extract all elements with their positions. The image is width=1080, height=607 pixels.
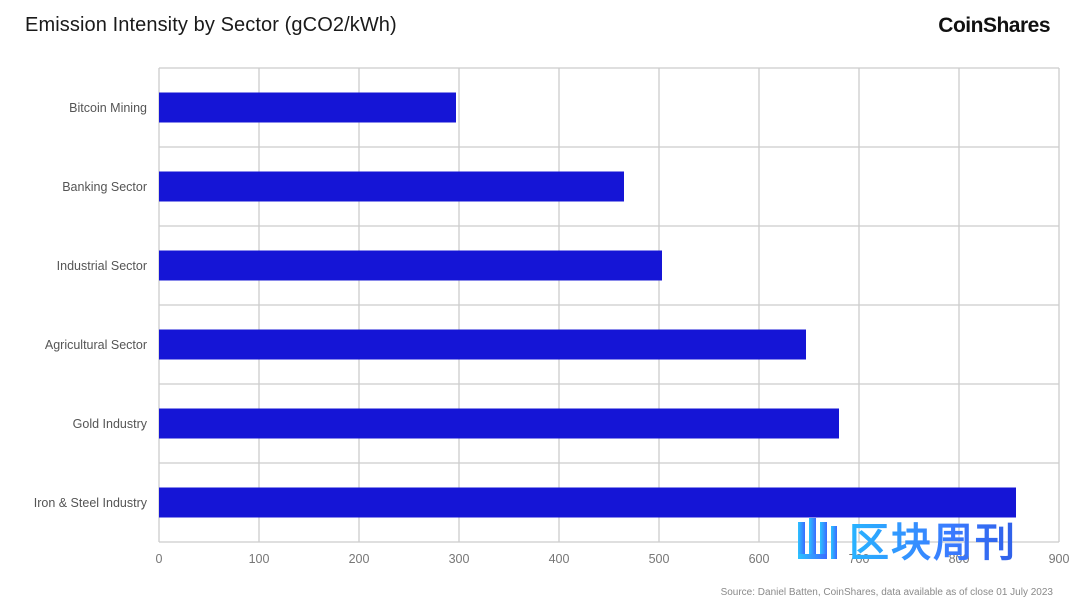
watermark: 区块周刊 (795, 510, 1017, 568)
label-layer: 0 100 200 300 400 500 600 700 800 900 Bitcoin Mini… (34, 101, 1070, 566)
category-label: Agricultural Sector (45, 338, 147, 352)
category-label: Iron & Steel Industry (34, 496, 148, 510)
category-label: Gold Industry (73, 417, 148, 431)
x-tick-label: 800 (949, 552, 970, 566)
bar-iron-steel-industry (159, 487, 1016, 518)
x-tick-label: 900 (1049, 552, 1070, 566)
x-tick-label: 200 (349, 552, 370, 566)
bar-gold-industry (159, 408, 839, 439)
x-tick-label: 400 (549, 552, 570, 566)
bar-agricultural-sector (159, 329, 806, 360)
x-tick-label: 100 (249, 552, 270, 566)
x-tick-label: 500 (649, 552, 670, 566)
watermark-logo-icon (798, 518, 837, 559)
category-label: Bitcoin Mining (69, 101, 147, 115)
x-tick-label: 300 (449, 552, 470, 566)
category-label: Banking Sector (62, 180, 147, 194)
bar-banking-sector (159, 171, 624, 202)
brand-logo: CoinShares (938, 14, 1050, 37)
category-label: Industrial Sector (57, 259, 147, 273)
bar-industrial-sector (159, 250, 662, 281)
chart-title: Emission Intensity by Sector (gCO2/kWh) (25, 14, 397, 36)
grid-layer (158, 67, 1060, 543)
source-note: Source: Daniel Batten, CoinShares, data … (720, 587, 1053, 598)
bar-layer (159, 92, 1016, 518)
bar-bitcoin-mining (159, 92, 456, 123)
x-tick-label: 700 (849, 552, 870, 566)
x-tick-label: 600 (749, 552, 770, 566)
x-tick-label: 0 (156, 552, 163, 566)
watermark-text: 区块周刊 (849, 510, 1017, 568)
